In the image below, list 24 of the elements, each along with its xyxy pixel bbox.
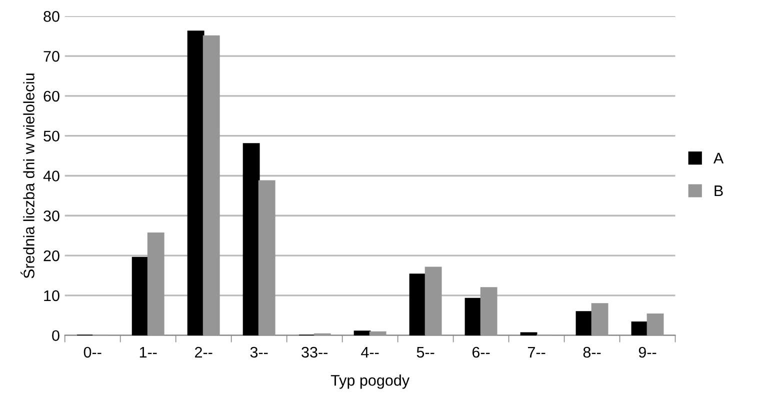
- y-tick-label: 10: [44, 290, 60, 302]
- x-tick-label: 8--: [583, 346, 601, 358]
- x-tick-label: 2--: [195, 346, 212, 358]
- x-tick-label: 6--: [472, 346, 490, 358]
- x-tick-label: 7--: [528, 346, 546, 358]
- x-tick-label: 1--: [140, 346, 157, 358]
- x-tick-label: 33--: [302, 346, 328, 358]
- y-tick-label: 50: [44, 130, 60, 142]
- y-tick-label: 60: [44, 90, 60, 102]
- x-tick-label: 9--: [638, 346, 656, 358]
- y-tick-label: 20: [44, 250, 60, 262]
- legend-label: B: [714, 186, 723, 196]
- x-tick-label: 0--: [84, 346, 102, 358]
- legend-label: A: [713, 152, 724, 164]
- x-tick-label: 5--: [416, 346, 434, 358]
- y-tick-label: 40: [43, 170, 60, 182]
- x-axis-title: Typ pogody: [330, 374, 410, 389]
- y-axis-title: Średnia liczba dni w wieloleciu: [20, 74, 34, 278]
- y-tick-label: 80: [44, 11, 60, 22]
- x-tick-label: 4--: [361, 346, 379, 358]
- y-tick-label: 70: [44, 50, 60, 62]
- y-tick-label: 0: [52, 330, 60, 342]
- y-tick-label: 30: [44, 210, 60, 222]
- x-tick-label: 3--: [250, 346, 268, 358]
